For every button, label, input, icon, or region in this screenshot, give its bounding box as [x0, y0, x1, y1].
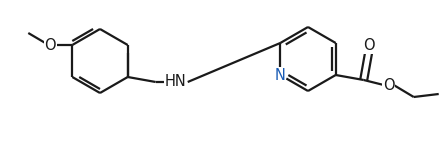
Text: O: O: [363, 39, 375, 53]
Text: O: O: [383, 78, 395, 93]
Text: HN: HN: [165, 74, 186, 89]
Text: N: N: [275, 67, 286, 82]
Text: O: O: [44, 38, 56, 53]
